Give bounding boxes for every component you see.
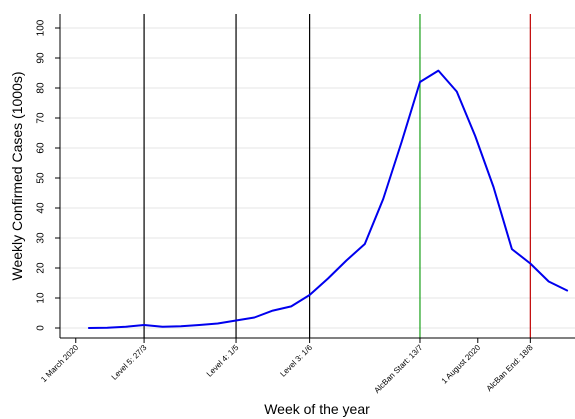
- gridlines: [60, 27, 575, 329]
- x-tick-label: 1 March 2020: [39, 343, 80, 384]
- x-tick-label: AlcBan Start: 13/7: [372, 343, 424, 395]
- x-axis-label: Week of the year: [264, 401, 370, 417]
- intervention-lines: [143, 14, 531, 338]
- y-tick-label: 70: [36, 112, 47, 124]
- x-tick-label: 1 August 2020: [440, 343, 483, 386]
- series-line: [87, 69, 569, 329]
- y-tick-label: 50: [36, 172, 47, 184]
- x-tick-labels: 1 March 2020 Level 5: 27/3 Level 4: 1/5 Lev…: [39, 338, 535, 395]
- y-tick-label: 10: [36, 292, 47, 304]
- x-tick-label: Level 4: 1/5: [205, 343, 241, 379]
- series-layer: [87, 69, 569, 329]
- y-tick-label: 0: [36, 325, 47, 331]
- y-tick-label: 30: [36, 232, 47, 244]
- y-tick-label: 40: [36, 202, 47, 214]
- y-tick-label: 80: [36, 82, 47, 94]
- y-tick-label: 20: [36, 262, 47, 274]
- y-tick-label: 60: [36, 142, 47, 154]
- x-tick-label: Level 5: 27/3: [110, 343, 149, 382]
- y-tick-labels: 0 10 20 30 40 50 60 70 80 90 100: [36, 19, 60, 331]
- x-tick-label: Level 3: 1/6: [278, 343, 314, 379]
- y-tick-label: 90: [36, 52, 47, 64]
- y-axis-label: Weekly Confirmed Cases (1000s): [9, 71, 25, 280]
- axes: [59, 14, 575, 339]
- y-tick-label: 100: [36, 19, 47, 36]
- x-tick-label: AlcBan End: 18/8: [485, 343, 535, 393]
